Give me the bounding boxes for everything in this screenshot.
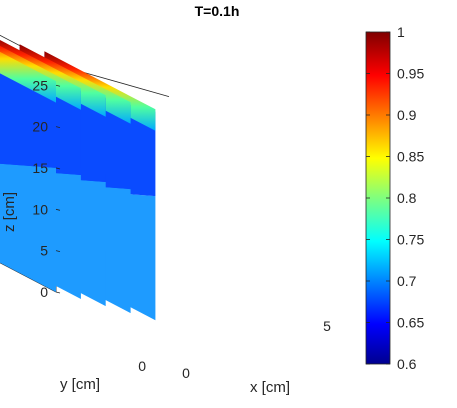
z-tick-mark <box>55 208 61 211</box>
z-tick-mark <box>55 291 61 294</box>
colorbar-tick-label: 1 <box>397 24 405 40</box>
x-tick-label: 5 <box>323 318 331 334</box>
colorbar-tick-label: 0.9 <box>397 107 417 123</box>
z-tick-mark <box>55 126 61 128</box>
colorbar-tick-label: 0.75 <box>397 232 424 248</box>
z-tick-label: 25 <box>32 77 48 93</box>
colorbar-tick-label: 0.65 <box>397 315 424 331</box>
colorbar-tick-label: 0.8 <box>397 190 417 206</box>
axis-ticks: 05101520250505 <box>32 77 331 381</box>
z-tick-label: 10 <box>32 201 48 217</box>
x-axis-label: x [cm] <box>250 379 290 396</box>
slice-lower-region <box>0 163 56 292</box>
y-tick-label: 0 <box>138 358 146 374</box>
colorbar-tick-label: 0.85 <box>397 149 424 165</box>
z-tick-label: 15 <box>32 160 48 176</box>
slice <box>0 51 56 292</box>
slice-surface-band <box>0 51 56 103</box>
colorbar-tick-label: 0.6 <box>397 356 417 372</box>
z-tick-mark <box>55 250 61 253</box>
volume-slices <box>0 39 156 321</box>
z-tick-mark <box>55 167 61 170</box>
z-tick-label: 5 <box>40 243 48 259</box>
x-tick-label: 0 <box>182 365 190 381</box>
z-tick-label: 0 <box>40 284 48 300</box>
colorbar-tick-label: 0.7 <box>397 273 417 289</box>
colorbar-ticks: 0.6 0.65 0.7 0.75 0.8 0.85 0.9 0.95 1 <box>366 24 424 372</box>
z-tick-mark <box>55 84 61 87</box>
colorbar-tick-label: 0.95 <box>397 66 424 82</box>
z-tick-label: 20 <box>32 119 48 135</box>
chart-title: T=0.1h <box>195 3 240 19</box>
z-axis-label: z [cm] <box>1 192 18 232</box>
y-axis-label: y [cm] <box>60 376 100 393</box>
